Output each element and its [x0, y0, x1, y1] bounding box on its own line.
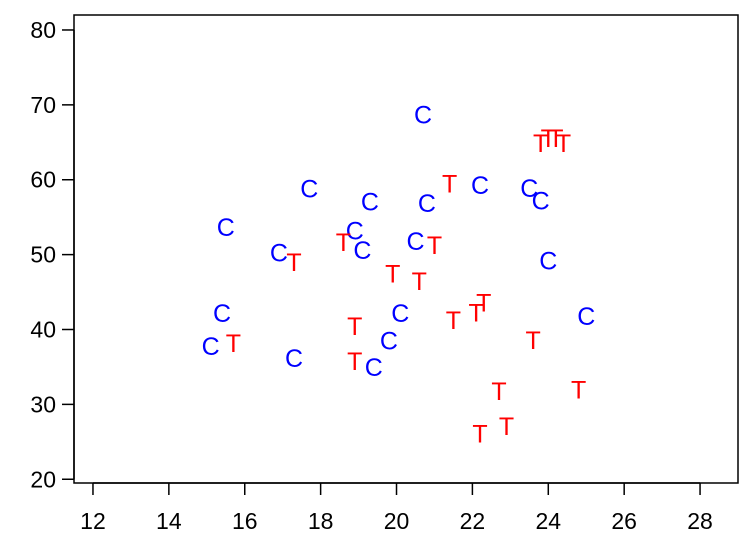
y-tick-label: 30: [30, 391, 56, 417]
y-tick-label: 60: [30, 167, 56, 193]
data-point-c: C: [202, 333, 220, 361]
data-point-c: C: [217, 214, 235, 242]
data-point-t: T: [347, 348, 362, 376]
data-point-c: C: [300, 176, 318, 204]
data-point-t: T: [412, 268, 427, 296]
data-point-c: C: [361, 188, 379, 216]
data-point-c: C: [353, 237, 371, 265]
data-point-c: C: [213, 300, 231, 328]
data-point-t: T: [385, 260, 400, 288]
data-point-c: C: [391, 300, 409, 328]
data-point-t: T: [499, 413, 514, 441]
data-point-c: C: [539, 248, 557, 276]
data-point-c: C: [520, 175, 538, 203]
data-point-t: T: [571, 376, 586, 404]
data-point-t: T: [472, 421, 487, 449]
data-point-c: C: [414, 102, 432, 130]
x-tick-label: 22: [460, 508, 486, 534]
x-tick-label: 12: [80, 508, 106, 534]
data-point-t: T: [476, 290, 491, 318]
data-point-t: T: [226, 330, 241, 358]
data-point-t: T: [556, 130, 571, 158]
x-tick-label: 18: [308, 508, 334, 534]
y-tick-label: 20: [30, 466, 56, 492]
x-tick-label: 26: [611, 508, 637, 534]
data-point-c: C: [406, 228, 424, 256]
x-tick-label: 14: [156, 508, 182, 534]
y-tick-label: 80: [30, 17, 56, 43]
axes: 12 14 16 18 20 22 24 26 28 20 30 40 50 60 70 80: [30, 17, 712, 534]
data-point-t: T: [446, 307, 461, 335]
data-point-c: C: [270, 239, 288, 267]
data-point-c: C: [471, 172, 489, 200]
x-tick-label: 20: [384, 508, 410, 534]
y-tick-label: 50: [30, 242, 56, 268]
data-point-c: C: [380, 328, 398, 356]
data-point-c: C: [365, 354, 383, 382]
data-point-c: C: [418, 190, 436, 218]
data-point-t: T: [541, 125, 556, 153]
data-point-t: T: [548, 125, 563, 153]
data-point-t: T: [427, 232, 442, 260]
data-point-c: C: [532, 188, 550, 216]
data-point-c: C: [346, 218, 364, 246]
data-point-t: T: [491, 378, 506, 406]
x-tick-label: 24: [535, 508, 561, 534]
x-tick-label: 16: [232, 508, 258, 534]
data-point-c: C: [285, 345, 303, 373]
data-point-t: T: [442, 170, 457, 198]
y-tick-label: 70: [30, 92, 56, 118]
y-tick-label: 40: [30, 316, 56, 342]
data-point-t: T: [336, 229, 351, 257]
data-point-t: T: [347, 313, 362, 341]
data-point-t: T: [533, 130, 548, 158]
data-point-t: T: [286, 249, 301, 277]
x-tick-label: 28: [687, 508, 713, 534]
data-point-t: T: [525, 327, 540, 355]
data-point-c: C: [577, 303, 595, 331]
data-point-t: T: [469, 299, 484, 327]
